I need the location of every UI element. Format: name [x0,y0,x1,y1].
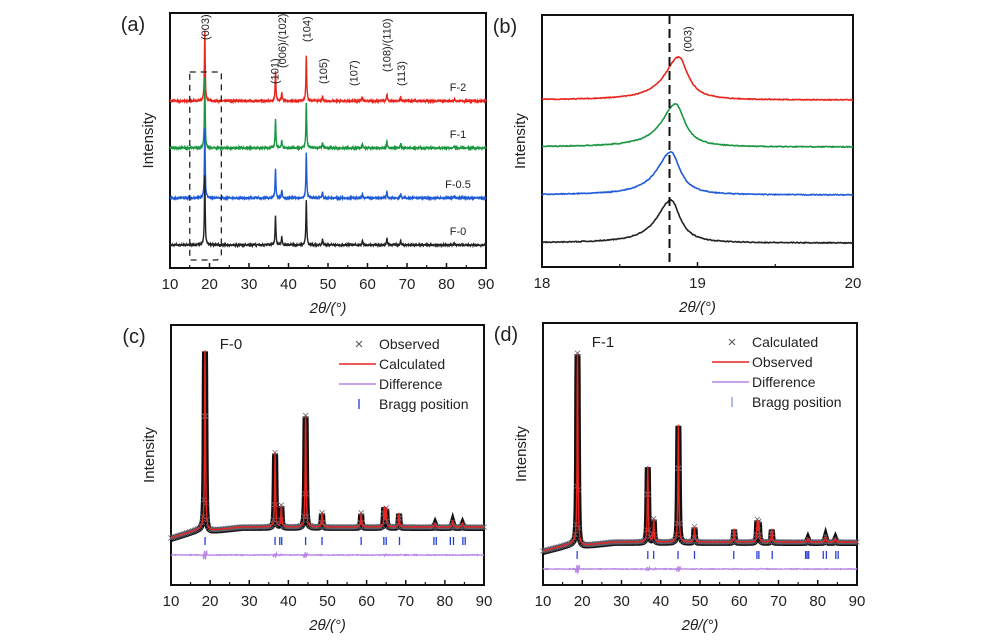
peak-annotation: (113) [396,61,408,86]
legend-item: Observed [712,354,813,370]
panel-c: 10 20 30 40 50 60 70 80 90 2θ/(°) Intensity (c) F-0 O… [122,324,493,634]
x-tick-label: 60 [358,593,375,610]
panel-a: 10 20 30 40 50 60 70 80 90 2θ/(°) Intensity (a) F-2 F… [121,12,495,317]
peak-annotation: (104) [301,16,313,42]
series-line-F-0 [169,175,487,249]
series-label: F-0 [450,226,467,238]
legend-label: Calculated [379,356,445,372]
observed-point [574,350,581,356]
legend-label: Observed [752,354,813,370]
x-tick-label: 20 [201,276,218,293]
x-tick-label: 40 [652,593,669,610]
x-tick-label: 30 [241,593,258,610]
sample-label: F-1 [592,334,615,351]
legend-label: Bragg position [752,394,842,410]
x-tick-label: 90 [476,593,493,610]
x-tick-label: 80 [809,593,826,610]
x-tick-label: 80 [437,593,454,610]
y-axis-label: Intensity [512,113,529,169]
x-tick-label: 90 [849,593,866,610]
legend-item: Bragg position [358,396,469,412]
peak-annotation: (105) [318,58,330,84]
x-tick-label: 50 [319,593,336,610]
series-label: F-1 [450,129,467,141]
legend-item: Difference [339,376,443,392]
peak-annotation: (006)/(102) [277,14,289,68]
x-tick-label: 80 [438,276,455,293]
observed-point [272,449,278,456]
x-axis-label: 2θ/(°) [308,617,346,634]
series-line-F-2 [541,55,853,102]
x-tick-label: 50 [320,276,337,293]
x-tick-label: 40 [280,593,297,610]
calculated-line [170,350,484,539]
x-tick-label: 20 [574,593,591,610]
x-tick-label: 40 [280,276,297,293]
observed-markers [168,412,487,541]
legend-label: Difference [752,374,816,390]
legend-label: Calculated [752,334,818,350]
x-tick-label: 30 [613,593,630,610]
y-axis-label: Intensity [140,112,157,168]
panel-label: (a) [121,14,145,36]
legend-x-marker [355,340,363,348]
legend-label: Bragg position [379,396,469,412]
series-line-F-1 [169,77,487,152]
x-tick-label: 20 [845,275,862,292]
legend-item: Calculated [339,356,445,372]
legend-x-marker [728,338,736,346]
legend-item: Observed [355,336,440,352]
panel-label: (b) [493,16,517,38]
series-line-F-2 [169,30,487,105]
x-tick-label: 60 [731,593,748,610]
legend-label: Observed [379,336,440,352]
panel-d: 10 20 30 40 50 60 70 80 90 2θ/(°) Intensity (d) F-1 C… [494,322,866,634]
peak-annotation: (107) [348,60,360,86]
legend-item: Bragg position [731,394,842,410]
series-line-F-0.5 [169,128,487,202]
x-tick-label: 60 [359,276,376,293]
peak-annotation: (101) [270,58,282,84]
x-axis-label: 2θ/(°) [678,299,716,316]
legend-item: Calculated [728,334,818,350]
series-label: F-0.5 [445,179,471,191]
x-axis-label: 2θ/(°) [309,300,347,317]
x-tick-label: 90 [478,276,495,293]
panel-label: (d) [494,324,518,346]
sample-label: F-0 [220,336,243,353]
x-tick-label: 70 [399,276,416,293]
x-tick-label: 50 [692,593,709,610]
highlight-box [189,71,222,261]
peak-annotation: (003) [683,26,695,52]
plot-frame [541,14,854,268]
x-tick-label: 30 [241,276,258,293]
series-line-F-1 [541,103,854,149]
plot-frame [169,12,487,269]
series-line-F-0.5 [541,151,854,197]
x-tick-label: 19 [689,275,706,292]
x-tick-label: 70 [397,593,414,610]
x-tick-label: 10 [162,276,179,293]
x-tick-label: 20 [202,593,219,610]
difference-line [170,550,485,561]
x-tick-label: 18 [534,275,551,292]
difference-line [542,564,858,575]
peak-annotation: (003) [200,14,212,40]
x-tick-label: 10 [535,593,552,610]
x-axis-label: 2θ/(°) [681,617,719,634]
peak-annotation: (108)/(110) [381,18,393,72]
series-line-F-0 [541,198,854,245]
y-axis-label: Intensity [513,426,530,482]
y-axis-label: Intensity [141,427,158,483]
panel-b: 18 19 20 2θ/(°) Intensity (b) (003) [493,14,862,316]
x-tick-label: 70 [770,593,787,610]
panel-label: (c) [122,326,145,348]
series-label: F-2 [450,82,467,94]
legend-label: Difference [379,376,443,392]
legend-item: Difference [712,374,816,390]
x-tick-label: 10 [163,593,180,610]
calculated-line [542,353,857,552]
